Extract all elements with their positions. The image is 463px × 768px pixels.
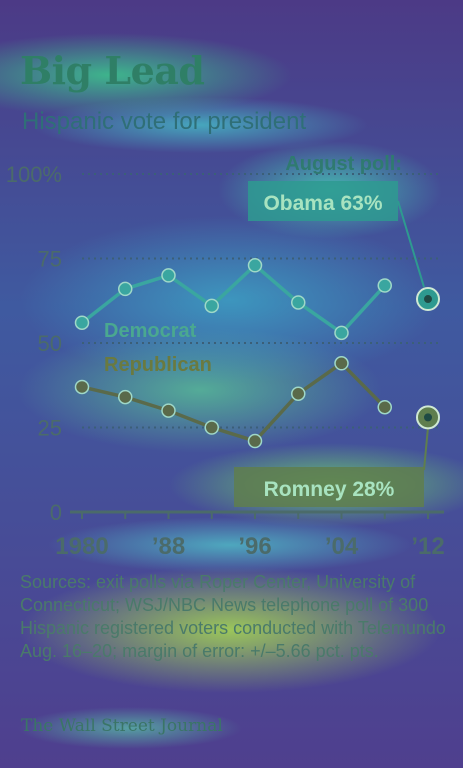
callout-label-romney: Romney 28% [264,478,395,501]
data-point-democrat-1996 [247,258,263,273]
data-point-democrat-1984 [118,281,133,297]
publisher-credit: The Wall Street Journal [21,716,223,736]
data-point-republican-1984 [118,389,133,405]
legend-republican: Republican [104,354,212,376]
x-tick-label-1996: ’96 [238,533,271,560]
x-tick-label-2004: ’04 [325,533,359,560]
poll-marker-republican-inner [424,413,432,422]
data-point-democrat-2004 [334,325,349,341]
y-tick-label-25: 25 [38,416,62,441]
data-point-republican-2000 [291,386,306,401]
callout-box-obama [248,181,398,221]
poll-heading: August poll: [285,153,402,175]
data-point-republican-2008 [377,399,392,415]
y-tick-label-100: 100% [6,162,62,187]
sources-note: Sources: exit polls via Roper Center, Un… [20,572,446,661]
chart-subtitle: Hispanic vote for president [22,108,307,135]
data-point-republican-1988 [161,403,176,418]
x-tick-label-2012: ’12 [411,533,444,560]
data-point-democrat-1980 [74,315,90,330]
callout-leader-obama [397,200,425,288]
y-tick-label-50: 50 [38,331,62,356]
line-chart: 0 25 50 75 100% 1980 ’88 ’96 ’04 ’12 Democrat Repu… [6,153,445,560]
y-tick-label-75: 75 [38,247,62,272]
x-tick-label-1980: 1980 [55,533,108,560]
series-line-republican [81,360,386,444]
chart-title: Big Lead [20,48,205,93]
callout-label-obama: Obama 63% [263,192,382,215]
legend-layer: Democrat Republican [104,320,212,376]
x-tick-label-1988: ’88 [152,533,185,560]
poll-layer: August poll: Obama 63% Romney 28% [234,153,440,507]
poll-marker-democrat-inner [424,295,432,304]
axis-layer: 0 25 50 75 100% 1980 ’88 ’96 ’04 ’12 [6,162,445,560]
y-tick-label-0: 0 [50,500,62,525]
callout-box-romney [234,467,424,507]
data-point-republican-1992 [204,420,219,435]
data-point-democrat-2008 [377,278,392,293]
data-point-republican-2004 [334,356,349,371]
series-line-democrat [80,262,387,336]
callout-leader-romney [423,427,429,471]
data-point-democrat-1992 [204,298,219,314]
data-point-democrat-2000 [291,295,306,310]
data-point-republican-1980 [74,379,90,395]
data-point-republican-1996 [247,433,263,449]
legend-democrat: Democrat [104,320,197,342]
series-layer [74,258,392,449]
data-point-democrat-1988 [161,268,176,283]
